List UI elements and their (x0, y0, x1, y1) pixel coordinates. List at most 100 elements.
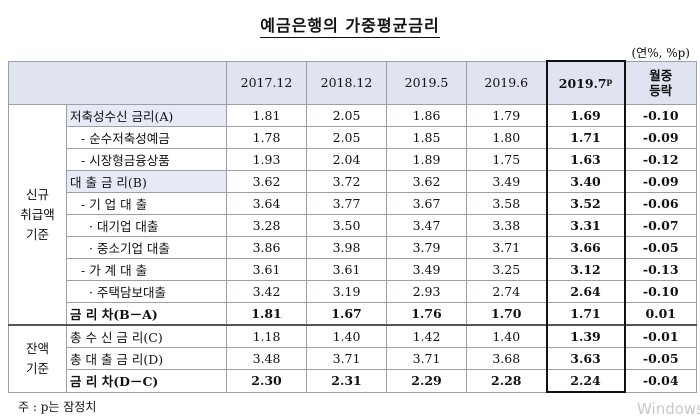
table-cell: 3.28 (226, 214, 307, 237)
table-cell: 1.40 (466, 324, 547, 348)
table-cell: 3.77 (306, 192, 387, 215)
table-cell: 3.49 (466, 170, 547, 193)
col-2018-12: 2018.12 (306, 60, 387, 105)
table-cell: 2.04 (306, 148, 387, 171)
footnote: 주 : p는 잠정치 (18, 400, 97, 414)
table-cell: -0.10 (624, 280, 697, 303)
table-cell: 3.47 (386, 214, 467, 237)
table-row: - 가 계 대 출 3.61 3.61 3.49 3.25 3.12 -0.13 (9, 258, 697, 281)
table-cell: 3.67 (386, 192, 467, 215)
table-cell: 3.42 (226, 280, 307, 303)
table-cell: 3.61 (226, 258, 307, 281)
table-cell: 1.67 (306, 302, 387, 326)
table-cell: 1.75 (466, 148, 547, 171)
table-cell: 2.24 (545, 369, 626, 393)
page-title: 예금은행의 가중평균금리 (0, 12, 700, 38)
table-cell: 2.05 (306, 126, 387, 149)
table-cell: -0.01 (624, 324, 697, 348)
table-cell: 3.71 (306, 347, 387, 370)
table-cell: 2.74 (466, 280, 547, 303)
table-cell: 3.19 (306, 280, 387, 303)
table-cell: 3.66 (545, 236, 626, 259)
table-cell: 3.71 (386, 347, 467, 370)
table-cell: 3.58 (466, 192, 547, 215)
table-cell: 1.40 (306, 324, 387, 348)
table-cell: 1.76 (386, 302, 467, 326)
table-cell: 3.68 (466, 347, 547, 370)
table-cell: -0.12 (624, 148, 697, 171)
table-cell: 3.61 (306, 258, 387, 281)
table-cell: 1.70 (466, 302, 547, 326)
row-label: - 기 업 대 출 (66, 192, 227, 215)
table-cell: 0.01 (624, 302, 697, 326)
table-cell: 1.71 (545, 302, 626, 326)
row-label: 저축성수신 금리(A) (66, 104, 227, 127)
table-cell: 3.62 (386, 170, 467, 193)
table-cell: 3.98 (306, 236, 387, 259)
table-row: 금 리 차(B－A) 1.81 1.67 1.76 1.70 1.71 0.01 (9, 302, 697, 326)
table-row: · 대기업 대출 3.28 3.50 3.47 3.38 3.31 -0.07 (9, 214, 697, 237)
col-2019-6: 2019.6 (466, 60, 547, 105)
table-cell: 3.62 (226, 170, 307, 193)
row-label: - 가 계 대 출 (66, 258, 227, 281)
table-cell: 3.50 (306, 214, 387, 237)
table-cell: 1.69 (545, 104, 626, 127)
table-cell: 3.48 (226, 347, 307, 370)
table-cell: 1.81 (226, 104, 307, 127)
table-cell: 1.71 (545, 126, 626, 149)
table-row: 총 대 출 금 리(D) 3.48 3.71 3.71 3.68 3.63 -0.05 (9, 347, 697, 370)
row-label: 대 출 금 리(B) (66, 170, 227, 193)
windows-watermark: Windows (637, 400, 700, 418)
table-cell: 1.39 (545, 324, 626, 348)
table-cell: 3.38 (466, 214, 547, 237)
row-label: - 순수저축성예금 (66, 126, 227, 149)
row-label: · 중소기업 대출 (66, 236, 227, 259)
table-cell: 1.42 (386, 324, 467, 348)
header-blank (8, 60, 227, 105)
table-cell: 1.80 (466, 126, 547, 149)
table-cell: 2.93 (386, 280, 467, 303)
table-cell: 3.31 (545, 214, 626, 237)
table-cell: 3.71 (466, 236, 547, 259)
table-cell: 3.40 (545, 170, 626, 193)
col-2017-12: 2017.12 (226, 60, 307, 105)
row-label: 금 리 차(B－A) (66, 302, 227, 326)
table-cell: 3.64 (226, 192, 307, 215)
table-row: 신규 취급액 기준 저축성수신 금리(A) 1.81 2.05 1.86 1.79 1.69 -0… (8, 104, 697, 326)
unit-label: (연%, %p) (631, 46, 690, 60)
table-cell: 1.79 (466, 104, 547, 127)
table-cell: 1.85 (386, 126, 467, 149)
table-row: · 주택담보대출 3.42 3.19 2.93 2.74 2.64 -0.10 (9, 280, 697, 303)
table-cell: 1.18 (226, 324, 307, 348)
table-cell: -0.09 (624, 170, 697, 193)
table-cell: -0.07 (624, 214, 697, 237)
table-cell: -0.04 (624, 369, 697, 393)
table-cell: 2.64 (545, 280, 626, 303)
table-cell: 1.86 (386, 104, 467, 127)
table-row: - 시장형금융상품 1.93 2.04 1.89 1.75 1.63 -0.12 (9, 148, 697, 171)
row-label: 금 리 차(D－C) (66, 369, 227, 393)
table-cell: 3.79 (386, 236, 467, 259)
table-cell: 1.81 (226, 302, 307, 326)
table-cell: 2.28 (466, 369, 547, 393)
table-cell: -0.05 (624, 236, 697, 259)
table-cell: 3.49 (386, 258, 467, 281)
row-label: 총 수 신 금 리(C) (66, 324, 227, 348)
table-cell: 2.05 (306, 104, 387, 127)
row-label: - 시장형금융상품 (66, 148, 227, 171)
table-cell: 3.52 (545, 192, 626, 215)
interest-rate-table: 2017.12 2018.12 2019.5 2019.6 2019.7p 월중… (8, 60, 697, 393)
table-cell: -0.13 (624, 258, 697, 281)
table-cell: -0.09 (624, 126, 697, 149)
table-cell: 2.30 (226, 369, 307, 393)
table-cell: 3.72 (306, 170, 387, 193)
table-cell: 1.78 (226, 126, 307, 149)
table-cell: -0.10 (624, 104, 697, 127)
row-label: 총 대 출 금 리(D) (66, 347, 227, 370)
col-2019-5: 2019.5 (386, 60, 467, 105)
table-cell: 3.86 (226, 236, 307, 259)
row-label: · 대기업 대출 (66, 214, 227, 237)
table-row: 대 출 금 리(B) 3.62 3.72 3.62 3.49 3.40 -0.09 (9, 170, 697, 193)
col-2019-7: 2019.7p (545, 60, 626, 105)
table-cell: 2.29 (386, 369, 467, 393)
